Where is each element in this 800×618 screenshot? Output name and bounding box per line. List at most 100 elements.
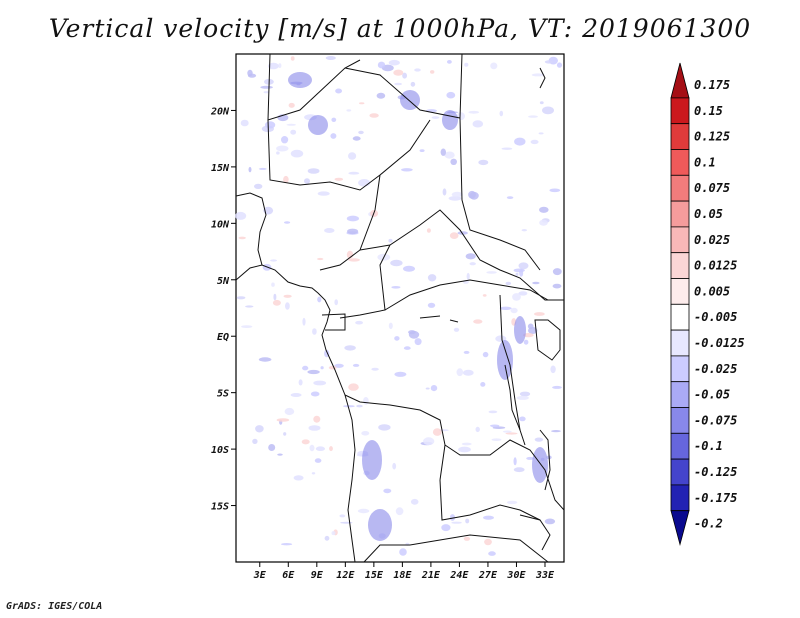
field-speck: [551, 430, 561, 433]
field-speck: [390, 259, 403, 267]
field-speck: [427, 302, 436, 308]
field-speck: [430, 385, 438, 392]
field-speck: [410, 498, 419, 505]
field-speck: [268, 444, 276, 451]
field-speck: [401, 168, 413, 172]
field-speck: [468, 110, 480, 114]
field-speck: [414, 338, 422, 346]
field-speck: [464, 62, 469, 67]
field-speck: [403, 346, 411, 350]
field-speck: [334, 363, 344, 368]
field-speck: [270, 259, 278, 262]
colorbar-label: -0.125: [694, 465, 737, 479]
field-speck: [473, 319, 483, 324]
field-speck: [284, 221, 291, 224]
field-speck: [539, 101, 544, 105]
field-speck: [451, 191, 463, 198]
field-speck: [431, 116, 440, 119]
y-tick-label: 10N: [211, 219, 230, 230]
field-speck: [276, 418, 290, 422]
field-speck: [290, 393, 302, 397]
field-speck: [534, 437, 544, 442]
x-tick-label: 18E: [393, 570, 412, 581]
field-speck: [488, 551, 496, 556]
field-speck: [449, 232, 459, 240]
field-speck: [314, 458, 322, 463]
field-speck: [430, 70, 435, 74]
field-speck: [403, 265, 415, 272]
colorbar-label: 0.075: [694, 181, 730, 195]
field-speck: [394, 82, 402, 86]
field-speck: [502, 430, 512, 433]
field-speck: [301, 439, 310, 445]
field-speck: [556, 62, 563, 68]
colorbar-swatch: [670, 62, 690, 99]
field-speck: [369, 113, 379, 118]
field-patch: [368, 509, 392, 541]
field-speck: [302, 317, 306, 326]
field-speck: [278, 63, 282, 68]
field-speck: [461, 442, 472, 446]
colorbar-swatch: [670, 484, 690, 512]
field-speck: [552, 283, 562, 289]
field-speck: [335, 88, 342, 94]
colorbar-swatch: [670, 510, 690, 547]
field-speck: [393, 69, 404, 76]
field-speck: [304, 178, 310, 185]
field-speck: [552, 268, 562, 276]
field-speck: [499, 306, 512, 310]
field-speck: [410, 81, 416, 87]
field-speck: [510, 307, 518, 314]
colorbar-swatch: [670, 329, 690, 357]
field-speck: [446, 91, 456, 99]
field-speck: [330, 133, 337, 139]
field-speck: [388, 59, 400, 66]
field-speck: [518, 262, 529, 270]
field-speck: [501, 147, 513, 150]
field-speck: [355, 320, 363, 325]
colorbar-swatch: [670, 278, 690, 305]
field-speck: [516, 395, 529, 400]
field-speck: [475, 426, 480, 433]
field-speck: [258, 357, 272, 362]
field-speck: [348, 152, 357, 160]
field-speck: [308, 425, 321, 431]
velocity-field: [235, 56, 563, 556]
field-speck: [273, 293, 277, 301]
field-speck: [344, 345, 356, 351]
field-speck: [309, 444, 315, 452]
field-speck: [347, 228, 359, 235]
field-speck: [358, 130, 364, 135]
field-speck: [281, 136, 289, 144]
field-speck: [462, 369, 474, 376]
field-speck: [361, 431, 370, 436]
colorbar-label: -0.025: [694, 362, 737, 376]
grads-credit: GrADS: IGES/COLA: [6, 601, 103, 612]
field-speck: [426, 228, 431, 233]
field-speck: [468, 190, 476, 199]
field-speck: [317, 296, 322, 303]
field-speck: [388, 322, 393, 329]
field-speck: [359, 102, 365, 105]
field-speck: [339, 514, 346, 518]
field-speck: [268, 62, 279, 70]
field-speck: [490, 62, 498, 70]
field-speck: [399, 548, 407, 556]
colorbar-swatch: [670, 97, 690, 125]
field-speck: [325, 56, 336, 60]
field-speck: [247, 73, 257, 78]
field-speck: [276, 145, 289, 152]
field-speck: [317, 191, 330, 196]
field-patch: [497, 340, 513, 380]
colorbar-swatch: [670, 407, 690, 434]
field-speck: [539, 219, 548, 226]
field-speck: [346, 109, 352, 112]
field-speck: [377, 61, 386, 69]
field-speck: [307, 369, 320, 375]
colorbar-swatch: [670, 252, 690, 279]
field-speck: [544, 518, 556, 525]
field-speck: [288, 102, 295, 108]
colorbar-label: -0.175: [694, 491, 737, 505]
colorbar-swatch: [670, 303, 690, 331]
field-speck: [414, 68, 421, 72]
